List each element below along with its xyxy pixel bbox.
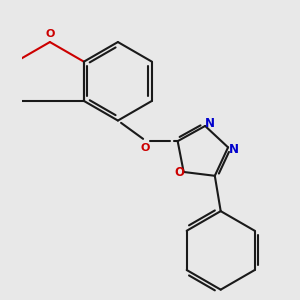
Text: N: N [205,118,215,130]
Text: O: O [140,143,150,153]
Text: N: N [229,143,238,156]
Text: O: O [174,166,184,179]
Text: O: O [45,29,55,39]
